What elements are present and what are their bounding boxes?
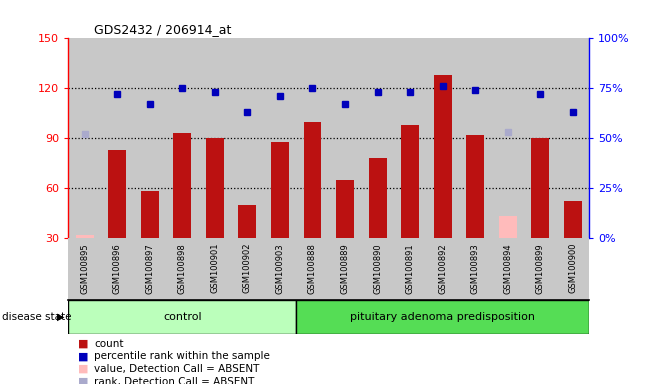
Bar <box>303 122 322 238</box>
Text: GSM100898: GSM100898 <box>178 243 187 294</box>
Text: GSM100897: GSM100897 <box>145 243 154 294</box>
Bar <box>434 75 452 238</box>
Text: GSM100891: GSM100891 <box>406 243 415 294</box>
Text: GSM100893: GSM100893 <box>471 243 480 294</box>
Bar <box>76 235 94 238</box>
Bar <box>401 125 419 238</box>
Bar <box>173 133 191 238</box>
Bar <box>531 138 549 238</box>
Bar <box>296 300 589 334</box>
Bar <box>368 158 387 238</box>
Bar <box>564 202 582 238</box>
Bar <box>466 135 484 238</box>
Text: value, Detection Call = ABSENT: value, Detection Call = ABSENT <box>94 364 260 374</box>
Text: GSM100892: GSM100892 <box>438 243 447 294</box>
Text: GSM100901: GSM100901 <box>210 243 219 293</box>
Text: GSM100902: GSM100902 <box>243 243 252 293</box>
Text: rank, Detection Call = ABSENT: rank, Detection Call = ABSENT <box>94 377 255 384</box>
Text: GSM100890: GSM100890 <box>373 243 382 294</box>
Text: control: control <box>163 312 202 322</box>
Bar <box>271 142 289 238</box>
Text: GSM100903: GSM100903 <box>275 243 284 294</box>
Text: disease state: disease state <box>2 312 72 322</box>
Text: GSM100895: GSM100895 <box>80 243 89 294</box>
Bar <box>238 205 256 238</box>
Text: ■: ■ <box>78 364 89 374</box>
Bar <box>206 138 224 238</box>
Text: GSM100894: GSM100894 <box>503 243 512 294</box>
Text: ▶: ▶ <box>57 312 65 322</box>
Text: pituitary adenoma predisposition: pituitary adenoma predisposition <box>350 312 535 322</box>
Text: ■: ■ <box>78 377 89 384</box>
Text: ■: ■ <box>78 351 89 361</box>
Text: GSM100900: GSM100900 <box>568 243 577 293</box>
Text: GSM100896: GSM100896 <box>113 243 122 294</box>
Bar <box>499 217 517 238</box>
Text: GSM100888: GSM100888 <box>308 243 317 294</box>
Bar <box>336 180 354 238</box>
Bar <box>108 150 126 238</box>
Text: GSM100889: GSM100889 <box>340 243 350 294</box>
Text: GSM100899: GSM100899 <box>536 243 545 294</box>
Text: count: count <box>94 339 124 349</box>
Bar <box>141 192 159 238</box>
Text: ■: ■ <box>78 339 89 349</box>
Text: GDS2432 / 206914_at: GDS2432 / 206914_at <box>94 23 232 36</box>
Text: percentile rank within the sample: percentile rank within the sample <box>94 351 270 361</box>
Bar <box>68 300 296 334</box>
